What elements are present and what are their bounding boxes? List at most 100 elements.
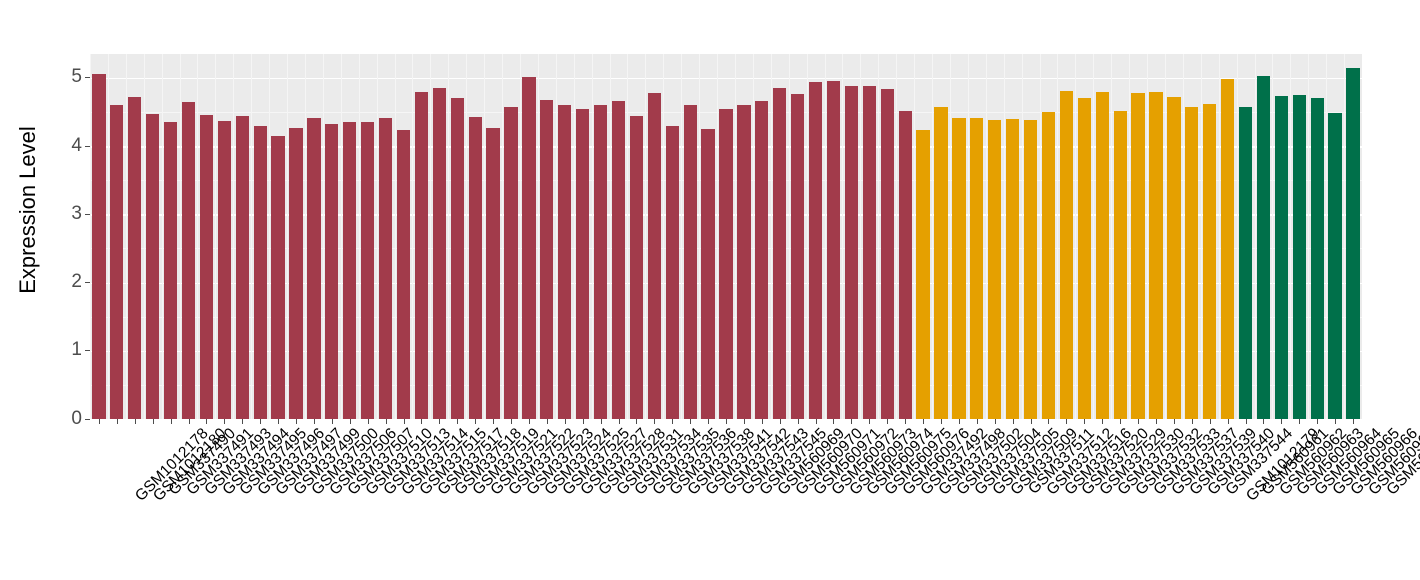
bar [773, 88, 787, 419]
bar [1113, 111, 1127, 419]
x-tick-mark [1227, 419, 1229, 424]
bar [468, 116, 482, 419]
x-tick-mark [457, 419, 459, 424]
bar [92, 74, 106, 419]
x-tick-mark [242, 419, 244, 424]
gridline-vertical [107, 54, 109, 419]
x-tick-mark [1263, 419, 1265, 424]
gridline-vertical [1164, 54, 1166, 419]
gridline-vertical [251, 54, 253, 419]
bar [844, 86, 859, 419]
bar [522, 76, 536, 419]
bar [361, 122, 375, 419]
x-tick-mark [1120, 419, 1122, 424]
x-tick-mark [743, 419, 745, 424]
bar [1077, 98, 1091, 419]
x-tick-mark [690, 419, 692, 424]
x-tick-mark [1281, 419, 1283, 424]
x-tick-mark [1084, 419, 1086, 424]
bar [450, 97, 464, 419]
x-tick-mark [134, 419, 136, 424]
x-tick-mark [313, 419, 315, 424]
x-axis-labels: GSM1012178 GSM1012180 GSM337490 GSM337491 GS… [90, 425, 1420, 580]
bar [1221, 78, 1235, 419]
gridline-vertical [466, 54, 468, 419]
y-tick-label: 4 [71, 134, 82, 156]
x-tick-mark [260, 419, 262, 424]
y-tick-label: 3 [71, 202, 82, 224]
bar [271, 135, 285, 419]
bar [1131, 92, 1145, 419]
bar [665, 125, 679, 419]
y-tick-mark [85, 145, 90, 147]
bar [1346, 67, 1360, 419]
gridline-vertical [1218, 54, 1220, 419]
x-tick-mark [206, 419, 208, 424]
gridline-vertical [806, 54, 808, 419]
y-tick-label: 2 [71, 271, 82, 293]
bar [1238, 106, 1253, 419]
x-tick-mark [887, 419, 889, 424]
bar [934, 107, 948, 419]
gridline-vertical [1344, 54, 1346, 419]
x-tick-mark [421, 419, 423, 424]
bar [1149, 91, 1163, 419]
gridline-vertical [233, 54, 235, 419]
bar [343, 122, 357, 419]
gridline-vertical [1039, 54, 1041, 419]
bar [1328, 112, 1342, 419]
gridline-vertical [555, 54, 557, 419]
gridline-vertical [1003, 54, 1005, 419]
x-tick-mark [116, 419, 118, 424]
gridline-vertical [358, 54, 360, 419]
x-tick-mark [905, 419, 907, 424]
bar [1095, 92, 1109, 419]
y-axis-title: Expression Level [0, 0, 56, 420]
bar [217, 120, 231, 419]
bar [862, 86, 876, 419]
bar [988, 120, 1002, 419]
gridline-vertical [591, 54, 593, 419]
x-tick-mark [278, 419, 280, 424]
bar [1203, 103, 1217, 419]
bar [1274, 95, 1288, 419]
gridline-vertical [770, 54, 772, 419]
x-tick-mark [654, 419, 656, 424]
gridline-vertical [143, 54, 145, 419]
x-tick-mark [708, 419, 710, 424]
x-tick-mark [224, 419, 226, 424]
x-tick-mark [511, 419, 512, 424]
x-tick-mark [1138, 419, 1140, 424]
bar [181, 102, 196, 419]
bar [916, 130, 930, 419]
bar-series [90, 54, 1362, 419]
gridline-vertical [502, 54, 504, 419]
x-tick-mark [98, 419, 100, 424]
y-tick-mark [85, 213, 90, 215]
gridline-vertical [376, 54, 378, 419]
x-tick-mark [1173, 419, 1175, 424]
x-tick-mark [493, 419, 495, 424]
gridline-vertical [914, 54, 916, 419]
gridline-vertical [896, 54, 898, 419]
gridline-vertical [1200, 54, 1202, 419]
y-tick-mark [85, 350, 90, 352]
bar [880, 88, 894, 419]
x-tick-mark [546, 419, 548, 424]
bar [808, 81, 823, 419]
x-tick-mark [994, 419, 996, 424]
gridline-vertical [322, 54, 324, 419]
gridline-vertical [1236, 54, 1238, 419]
bar [755, 101, 769, 419]
gridline-vertical [609, 54, 611, 419]
gridline-vertical [1290, 54, 1292, 419]
bar [1185, 106, 1199, 419]
bar [576, 108, 590, 419]
x-axis-ticks [90, 419, 1362, 425]
x-tick-mark [439, 419, 441, 424]
x-tick-mark [403, 419, 405, 424]
x-tick-mark [958, 419, 960, 424]
x-tick-mark [761, 419, 763, 424]
x-tick-mark [833, 419, 835, 424]
